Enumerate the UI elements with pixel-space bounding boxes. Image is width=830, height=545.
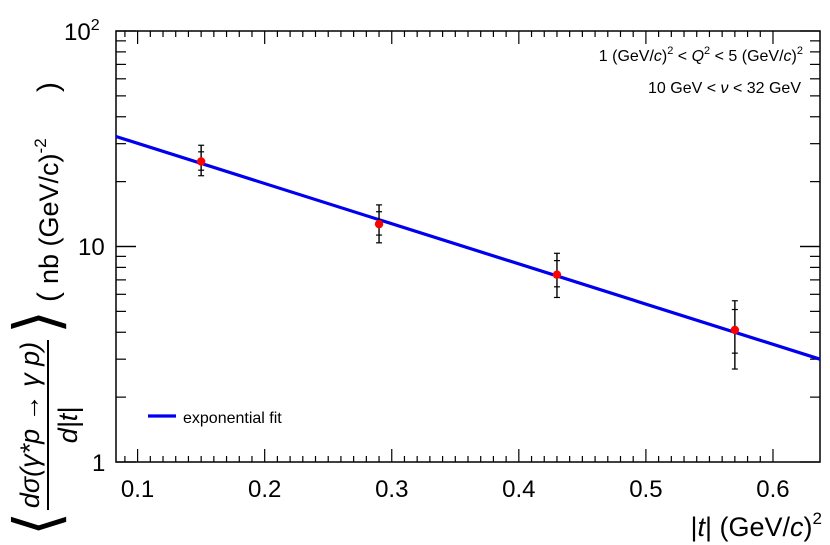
annotation-nu-range: 10 GeV < ν < 32 GeV (648, 80, 801, 97)
x-tick-labels: 0.1 0.2 0.3 0.4 0.5 0.6 (121, 476, 790, 503)
data-point (374, 219, 384, 229)
x-tick-label: 0.6 (756, 476, 789, 503)
x-axis-title: |t| (GeV/c)2 (690, 509, 822, 542)
y-tick-label-10: 10 (78, 234, 105, 261)
y-axis-title: ⟨ dσ(γ*p → γ p) d|t| ⟩ ( nb (GeV/c)-2 ) (3, 82, 83, 536)
fit-line (115, 134, 821, 361)
x-tick-label: 0.4 (502, 476, 535, 503)
y-axis-numerator: dσ(γ*p → γ p) (15, 342, 45, 508)
data-point (730, 325, 740, 335)
annotation-q2-range: 1 (GeV/c)2 < Q2 < 5 (GeV/c)2 (599, 45, 803, 65)
data-point (552, 270, 562, 279)
y-axis-unit: nb (GeV/c)-2 (31, 138, 64, 284)
legend-label: exponential fit (183, 410, 282, 427)
data-points (196, 144, 740, 370)
x-tick-label: 0.2 (248, 476, 281, 503)
data-point (196, 157, 206, 166)
axis-ticks (116, 30, 820, 463)
y-axis-paren-open: ( (32, 292, 65, 302)
y-tick-label-1: 1 (92, 450, 105, 477)
x-tick-label: 0.5 (629, 476, 662, 503)
y-axis-left-angle: ⟨ (3, 512, 72, 536)
y-axis-right-angle: ⟩ (3, 310, 72, 334)
y-axis-paren-close: ) (32, 82, 65, 92)
legend: exponential fit (148, 410, 282, 427)
x-tick-label: 0.3 (375, 476, 408, 503)
y-tick-label-100: 102 (64, 17, 100, 46)
x-tick-label: 0.1 (121, 476, 154, 503)
y-axis-denominator: d|t| (53, 407, 83, 444)
